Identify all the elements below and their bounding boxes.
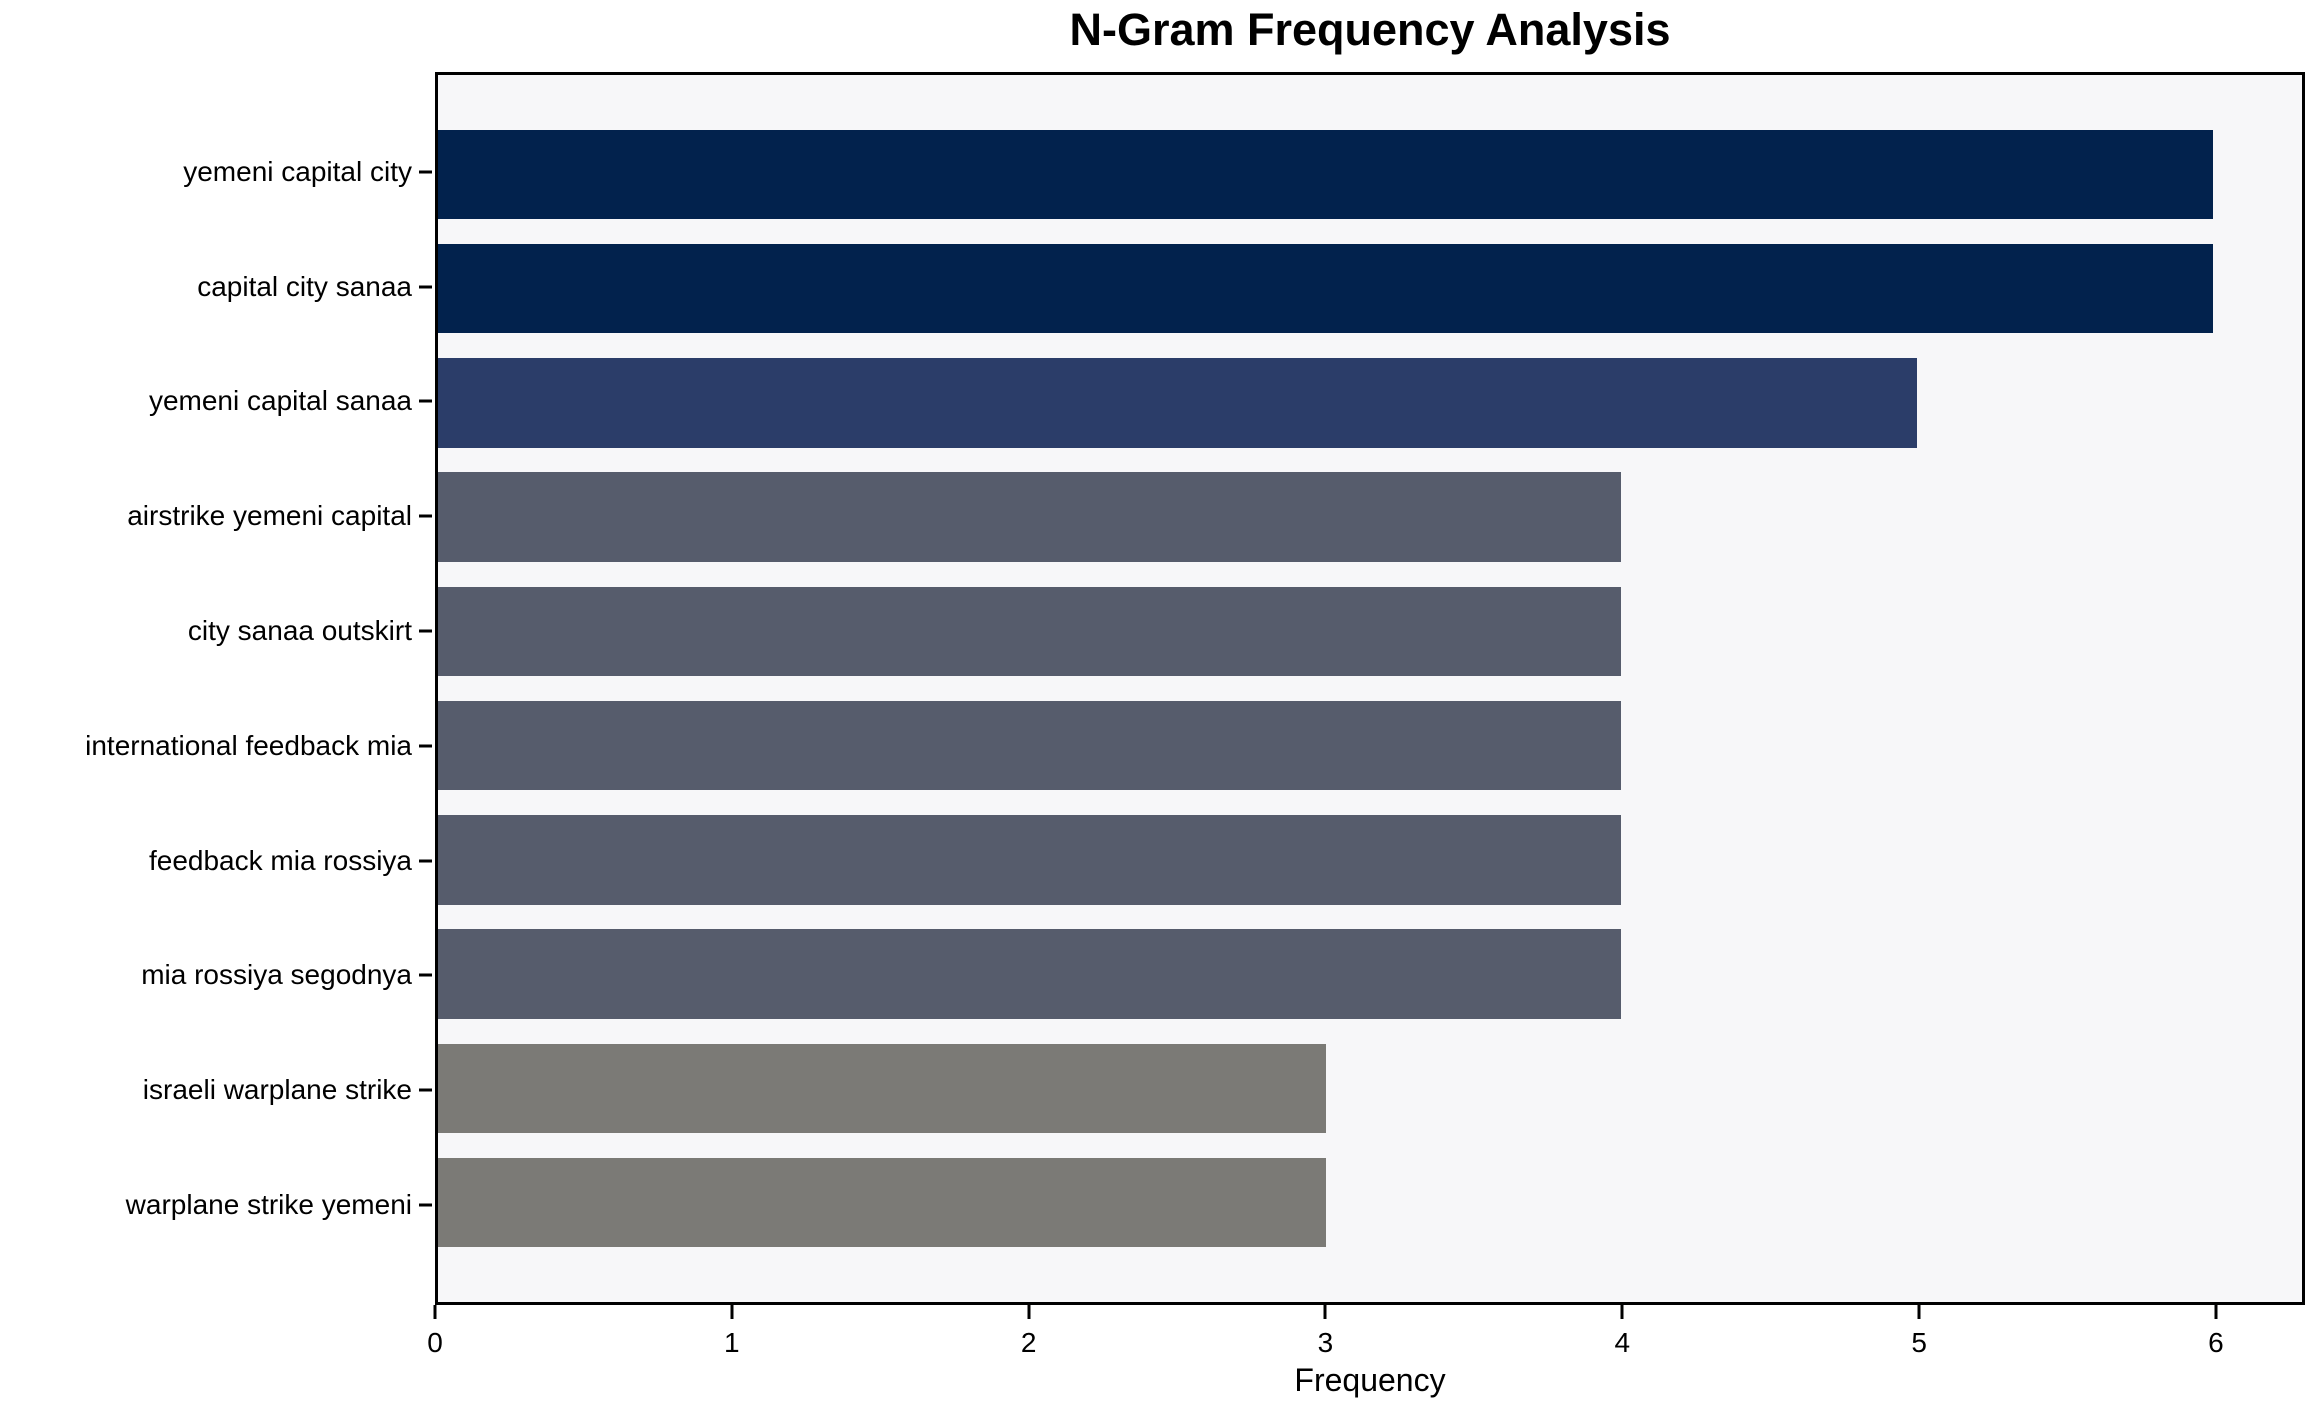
y-tick-label-israeli-warplane-strike: israeli warplane strike <box>142 1074 412 1106</box>
y-tick-label-capital-city-sanaa: capital city sanaa <box>197 270 412 302</box>
x-tick-label-5: 5 <box>1911 1327 1927 1358</box>
bar-capital-city-sanaa <box>438 243 2214 334</box>
x-tick-label-2: 2 <box>1020 1327 1037 1358</box>
y-tick-mark <box>419 859 432 863</box>
y-tick-label-city-sanaa-outskirt: city sanaa outskirt <box>187 615 412 647</box>
bar-mia-rossiya-segodnya <box>438 929 1622 1019</box>
x-tick-mark <box>730 1305 734 1319</box>
y-tick-label-yemeni-capital-sanaa: yemeni capital sanaa <box>148 385 412 417</box>
y-tick-mark <box>419 399 432 403</box>
x-tick-label-4: 4 <box>1614 1327 1631 1358</box>
x-tick-label-3: 3 <box>1317 1327 1334 1358</box>
y-tick-label-international-feedback-mia: international feedback mia <box>85 729 412 761</box>
x-tick-mark <box>2214 1305 2218 1319</box>
y-tick-label-mia-rossiya-segodnya: mia rossiya segodnya <box>141 959 412 991</box>
chart-title: N-Gram Frequency Analysis <box>1069 4 1671 55</box>
x-tick-mark <box>1917 1305 1921 1319</box>
bar-warplane-strike-yemeni <box>438 1157 1326 1248</box>
x-tick-label-6: 6 <box>2208 1327 2224 1358</box>
y-tick-mark <box>419 629 432 633</box>
y-tick-mark <box>419 170 432 174</box>
bar-feedback-mia-rossiya <box>438 815 1622 905</box>
bar-city-sanaa-outskirt <box>438 586 1622 677</box>
y-tick-label-airstrike-yemeni-capital: airstrike yemeni capital <box>127 500 412 532</box>
y-tick-mark <box>419 1088 432 1092</box>
x-tick-label-0: 0 <box>427 1327 443 1358</box>
y-tick-mark <box>419 1203 432 1207</box>
y-tick-label-feedback-mia-rossiya: feedback mia rossiya <box>148 844 412 876</box>
bar-israeli-warplane-strike <box>438 1043 1326 1133</box>
x-axis-title: Frequency <box>1294 1362 1446 1398</box>
x-tick-mark <box>1027 1305 1031 1319</box>
bar-airstrike-yemeni-capital <box>438 472 1622 562</box>
x-axis: 0 1 2 3 4 5 6 <box>427 1305 2305 1385</box>
y-tick-mark <box>419 285 432 289</box>
y-tick-mark <box>419 514 432 518</box>
bar-international-feedback-mia <box>438 700 1622 791</box>
bar-yemeni-capital-city <box>438 129 2214 220</box>
y-tick-label-warplane-strike-yemeni: warplane strike yemeni <box>125 1189 412 1220</box>
x-tick-mark <box>433 1305 437 1319</box>
y-tick-label-yemeni-capital-city: yemeni capital city <box>183 155 412 187</box>
y-axis-labels: yemeni capital city capital city sanaa yem… <box>0 72 412 1305</box>
plot-area <box>435 72 2305 1305</box>
y-tick-mark <box>419 973 432 977</box>
x-tick-label-1: 1 <box>724 1327 740 1358</box>
x-tick-mark <box>1323 1305 1327 1319</box>
y-tick-mark <box>419 744 432 748</box>
bar-yemeni-capital-sanaa <box>438 358 1918 448</box>
x-tick-mark <box>1620 1305 1624 1319</box>
